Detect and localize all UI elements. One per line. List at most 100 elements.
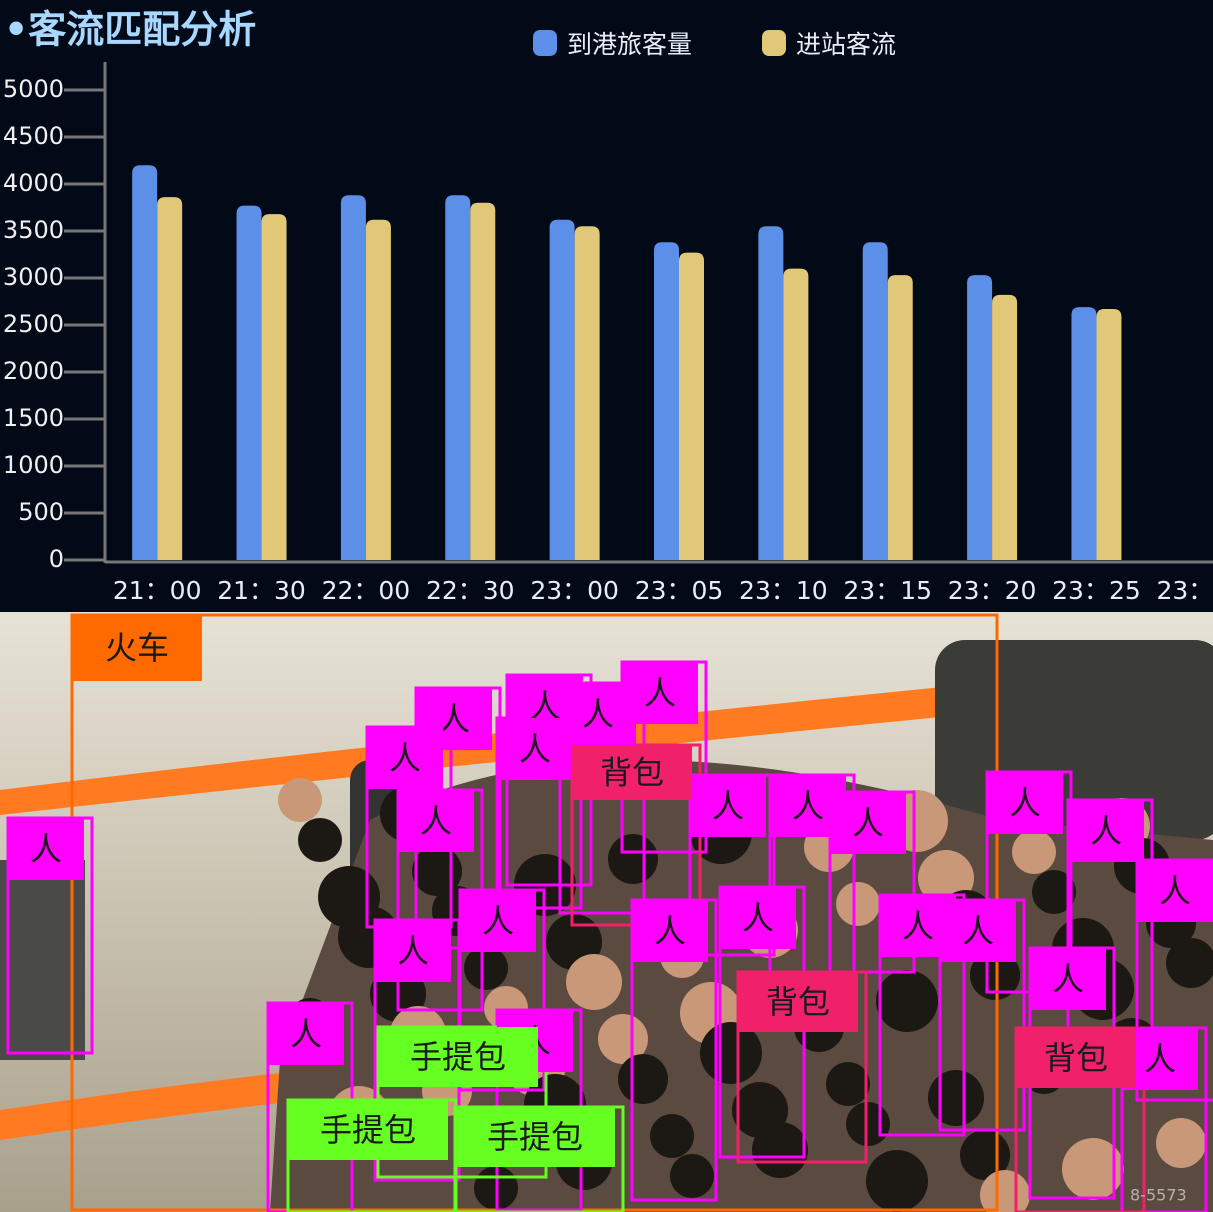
- head: [846, 1102, 890, 1146]
- y-tick-label: 2500: [3, 310, 64, 338]
- y-tick-label: 1500: [3, 404, 64, 432]
- bar: [157, 197, 183, 560]
- detection-tag: [497, 718, 573, 780]
- detection-label: 人: [438, 700, 470, 738]
- bar: [758, 226, 784, 561]
- bar: [470, 202, 496, 561]
- bar: [1071, 307, 1097, 560]
- detection-label: 手提包: [320, 1111, 416, 1149]
- x-tick-label: 21：30: [217, 576, 306, 605]
- head: [1032, 870, 1076, 914]
- head: [928, 1070, 984, 1126]
- detection-tag: [268, 1003, 344, 1065]
- bar: [1096, 309, 1122, 560]
- bar: [365, 219, 391, 560]
- detection-label: 人: [962, 912, 994, 950]
- legend-swatch: [762, 30, 786, 56]
- detection-tag: [1137, 860, 1213, 922]
- detection-tag: [72, 615, 202, 681]
- detection-label: 人: [792, 787, 824, 825]
- head: [618, 1054, 668, 1104]
- detection-label: 人: [420, 802, 452, 840]
- head: [1156, 1118, 1206, 1168]
- head: [836, 882, 880, 926]
- head: [670, 1154, 714, 1198]
- bar: [679, 252, 704, 560]
- head: [1062, 1138, 1124, 1200]
- detection-label: 人: [482, 902, 514, 940]
- detection-tag: [690, 775, 766, 837]
- bar: [654, 242, 679, 560]
- detection-label: 人: [712, 787, 744, 825]
- detection-label: 人: [1159, 872, 1191, 910]
- detection-tag: [1030, 948, 1106, 1010]
- detection-tag: [720, 887, 796, 949]
- head: [1166, 938, 1213, 988]
- bar: [992, 294, 1018, 560]
- detection-tag: [572, 745, 692, 800]
- bar: [549, 219, 575, 560]
- bar: [967, 275, 993, 560]
- head: [278, 778, 322, 822]
- head: [876, 970, 938, 1032]
- bar: [132, 165, 158, 560]
- detection-tag: [940, 900, 1016, 962]
- detection-tag: [375, 920, 451, 982]
- detection-tag: [455, 1107, 615, 1167]
- head: [826, 1062, 870, 1106]
- detection-label: 人: [654, 912, 686, 950]
- detection-label: 人: [644, 674, 676, 712]
- y-tick-label: 4000: [3, 169, 64, 197]
- head: [298, 818, 342, 862]
- detection-label: 人: [397, 932, 429, 970]
- head: [566, 954, 622, 1010]
- detection-label: 人: [389, 739, 421, 777]
- detection-label: 人: [30, 830, 62, 868]
- y-tick-label: 3000: [3, 263, 64, 291]
- detection-label: 火车: [105, 629, 169, 667]
- detection-label: 人: [519, 730, 551, 768]
- head: [650, 1114, 694, 1158]
- detection-label: 人: [1052, 960, 1084, 998]
- bar: [783, 268, 809, 560]
- head: [970, 950, 1020, 1000]
- bar: [445, 195, 471, 560]
- x-tick-label: 23：10: [739, 576, 828, 605]
- y-tick-label: 1000: [3, 451, 64, 479]
- detection-label: 人: [852, 804, 884, 842]
- detection-label: 人: [1090, 812, 1122, 850]
- detection-label: 背包: [600, 754, 664, 792]
- bar: [261, 214, 287, 560]
- detection-tag: [632, 900, 708, 962]
- detection-label: 人: [582, 695, 614, 733]
- bar: [340, 195, 366, 560]
- detection-label: 背包: [766, 983, 830, 1021]
- bar: [236, 205, 262, 560]
- legend-label: 到港旅客量: [567, 30, 692, 59]
- detection-tag: [987, 772, 1063, 834]
- detection-tag: [398, 790, 474, 852]
- x-tick-label: 23：20: [948, 576, 1037, 605]
- y-tick-label: 3500: [3, 216, 64, 244]
- detection-tag: [460, 890, 536, 952]
- head: [866, 1150, 928, 1212]
- detection-tag: [1068, 800, 1144, 862]
- y-tick-label: 5000: [3, 75, 64, 103]
- detection-label: 人: [290, 1015, 322, 1053]
- detection-tag: [367, 727, 443, 789]
- detection-label: 人: [742, 899, 774, 937]
- detection-tag: [288, 1100, 448, 1160]
- detection-tag: [8, 818, 84, 880]
- x-tick-label: 23：15: [843, 576, 932, 605]
- detection-tag: [830, 792, 906, 854]
- bar: [862, 242, 888, 560]
- x-tick-label: 22：30: [426, 576, 515, 605]
- x-tick-label: 23：00: [530, 576, 619, 605]
- detection-tag: [738, 972, 858, 1032]
- x-tick-label: 23：25: [1052, 576, 1141, 605]
- head: [464, 946, 508, 990]
- y-tick-label: 0: [49, 545, 64, 573]
- detection-label: 手提包: [410, 1038, 506, 1076]
